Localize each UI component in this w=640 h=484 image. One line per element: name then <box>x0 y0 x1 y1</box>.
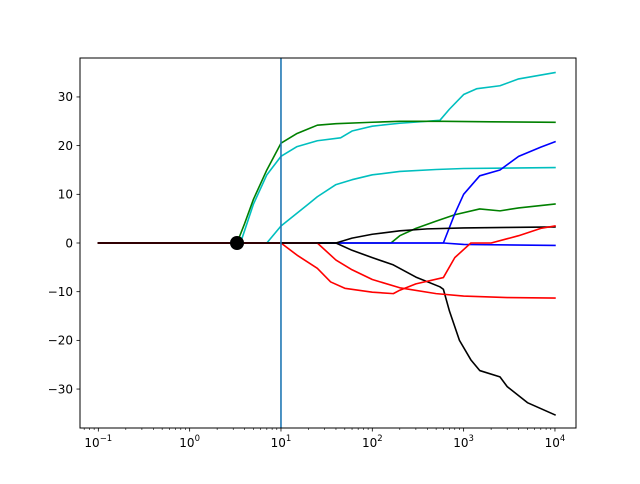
x-tick-label: 100 <box>179 434 200 450</box>
series-line-9 <box>97 225 556 295</box>
series-line-10 <box>97 242 556 299</box>
x-tick-label: 101 <box>271 434 292 450</box>
y-tick-label: 0 <box>65 236 73 250</box>
series-line-1 <box>97 166 556 244</box>
series-line-5 <box>97 140 556 244</box>
x-tick-label: 103 <box>453 434 474 450</box>
y-tick-label: −30 <box>48 382 73 396</box>
series-line-7 <box>97 226 556 244</box>
series-line-2 <box>97 71 556 244</box>
plot-area <box>97 58 557 428</box>
x-tick-label: 102 <box>362 434 383 450</box>
plot-inner <box>97 58 557 428</box>
y-tick-label: 10 <box>58 188 73 202</box>
series-line-4 <box>97 203 556 244</box>
y-tick-label: 30 <box>58 90 73 104</box>
x-tick-label: 104 <box>545 434 566 450</box>
highlight-point-marker <box>230 236 245 250</box>
series-line-8 <box>97 242 557 416</box>
y-tick-label: −20 <box>48 334 73 348</box>
series-line-3 <box>97 120 556 244</box>
y-tick-label: 20 <box>58 139 73 153</box>
x-tick-label: 10−1 <box>84 434 112 450</box>
y-tick-label: −10 <box>48 285 73 299</box>
